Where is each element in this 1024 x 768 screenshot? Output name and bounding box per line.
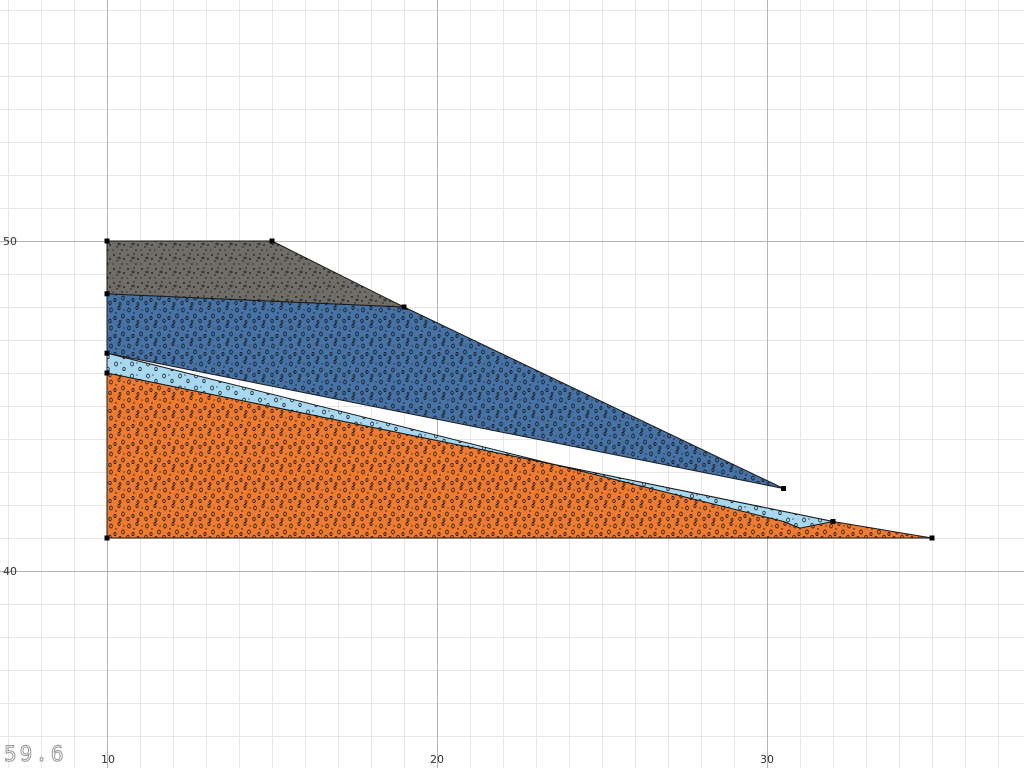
y-tick-label-50: 50 — [3, 235, 17, 248]
vertex-handle[interactable] — [104, 291, 110, 297]
vertex-handle[interactable] — [830, 519, 836, 524]
soil-layers — [106, 240, 933, 539]
vertex-handle[interactable] — [104, 370, 110, 376]
vertex-handle[interactable] — [104, 238, 110, 244]
y-tick-label-40: 40 — [3, 565, 17, 578]
vertex-handle[interactable] — [929, 535, 935, 541]
vertex-handle[interactable] — [104, 350, 110, 356]
y-axis-labels: 50 40 — [3, 235, 17, 578]
x-tick-label-20: 20 — [430, 753, 444, 766]
coordinate-readout: 59.6 — [4, 742, 67, 767]
vertex-handle[interactable] — [401, 304, 407, 310]
x-tick-label-30: 30 — [760, 753, 774, 766]
x-axis-labels: 10 20 30 — [101, 753, 774, 766]
vertex-markers — [104, 238, 935, 541]
x-tick-label-10: 10 — [101, 753, 115, 766]
vertex-handle[interactable] — [781, 486, 786, 491]
vertex-handle[interactable] — [269, 238, 275, 244]
vertex-handle[interactable] — [104, 535, 110, 541]
